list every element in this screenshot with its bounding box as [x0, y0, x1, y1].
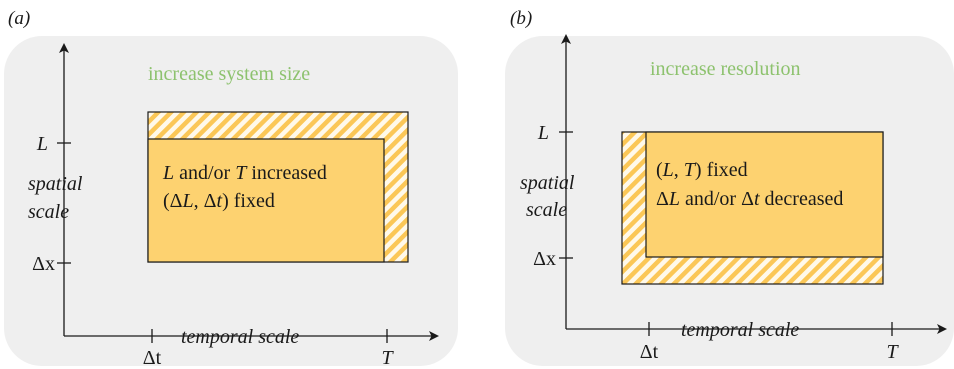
panel-b-y-tick-label-dx: Δx	[533, 248, 556, 270]
panel-b-x-tick-label-T: T	[886, 341, 899, 363]
panel-a-x-tick-label-dt: Δt	[143, 347, 162, 369]
panel-a: (a) increase system size L Δx Δt T spati…	[4, 8, 458, 369]
panel-b-xlabel: temporal scale	[681, 319, 799, 341]
panel-b-x-tick-label-dt: Δt	[640, 341, 659, 363]
panel-a-box-line1-T: T	[235, 162, 248, 184]
panel-a-heading: increase system size	[148, 63, 310, 85]
panel-b-box-line2: ΔL and/or Δt decreased	[656, 188, 843, 210]
panel-a-box-line2-fixed: ) fixed	[222, 190, 275, 212]
panel-a-box-line2-L: L	[182, 190, 194, 212]
panel-a-box-line2-open: (Δ	[163, 190, 183, 212]
panel-a-x-tick-label-T: T	[381, 347, 394, 369]
panel-b-ylabel-line1: spatial	[520, 172, 575, 194]
panel-b-solid-box	[645, 131, 884, 258]
panel-a-box-line2: (ΔL, Δt) fixed	[163, 190, 275, 212]
panel-a-ylabel-line2: scale	[28, 201, 69, 223]
panel-a-label: (a)	[8, 8, 30, 29]
panel-b: (b) increase resolution L Δx Δt T spatia…	[505, 8, 954, 366]
panel-a-box-line2-t: t	[217, 190, 223, 212]
panel-a-xlabel: temporal scale	[181, 326, 299, 348]
panel-b-box-line2-decreased: decreased	[760, 188, 844, 210]
panel-a-ylabel-line1: spatial	[28, 173, 83, 195]
panel-b-box-line1-T: T	[684, 159, 697, 181]
panel-b-box-line2-t: t	[754, 188, 760, 210]
panel-a-y-tick-label-dx: Δx	[32, 253, 55, 275]
panel-b-box-line2-delta1: Δ	[656, 188, 669, 210]
panel-b-y-tick-label-L: L	[537, 122, 549, 144]
panel-a-box-line1: L and/or T increased	[162, 162, 327, 184]
panel-b-box-line2-andor: and/or Δ	[680, 188, 754, 210]
panel-b-box-line1-L: L	[662, 159, 674, 181]
panel-a-solid-box	[147, 138, 385, 263]
panel-b-box-line1: (L, T) fixed	[656, 159, 748, 181]
panel-a-box-line2-sep: , Δ	[194, 190, 217, 212]
panel-a-box-line1-andor: and/or	[174, 162, 235, 184]
panel-b-label: (b)	[510, 8, 532, 29]
panel-a-box-line1-increased: increased	[246, 162, 327, 184]
panel-b-box-line2-L: L	[668, 188, 680, 210]
panel-b-box-line1-fixed: ) fixed	[695, 159, 748, 181]
panel-a-box-line1-L: L	[162, 162, 174, 184]
panel-b-heading: increase resolution	[650, 58, 801, 80]
panel-b-ylabel-line2: scale	[526, 199, 567, 221]
panel-a-y-tick-label-L: L	[36, 133, 48, 155]
panel-b-box-line1-open: (	[656, 159, 663, 181]
panel-b-box-line1-sep: ,	[674, 159, 684, 181]
